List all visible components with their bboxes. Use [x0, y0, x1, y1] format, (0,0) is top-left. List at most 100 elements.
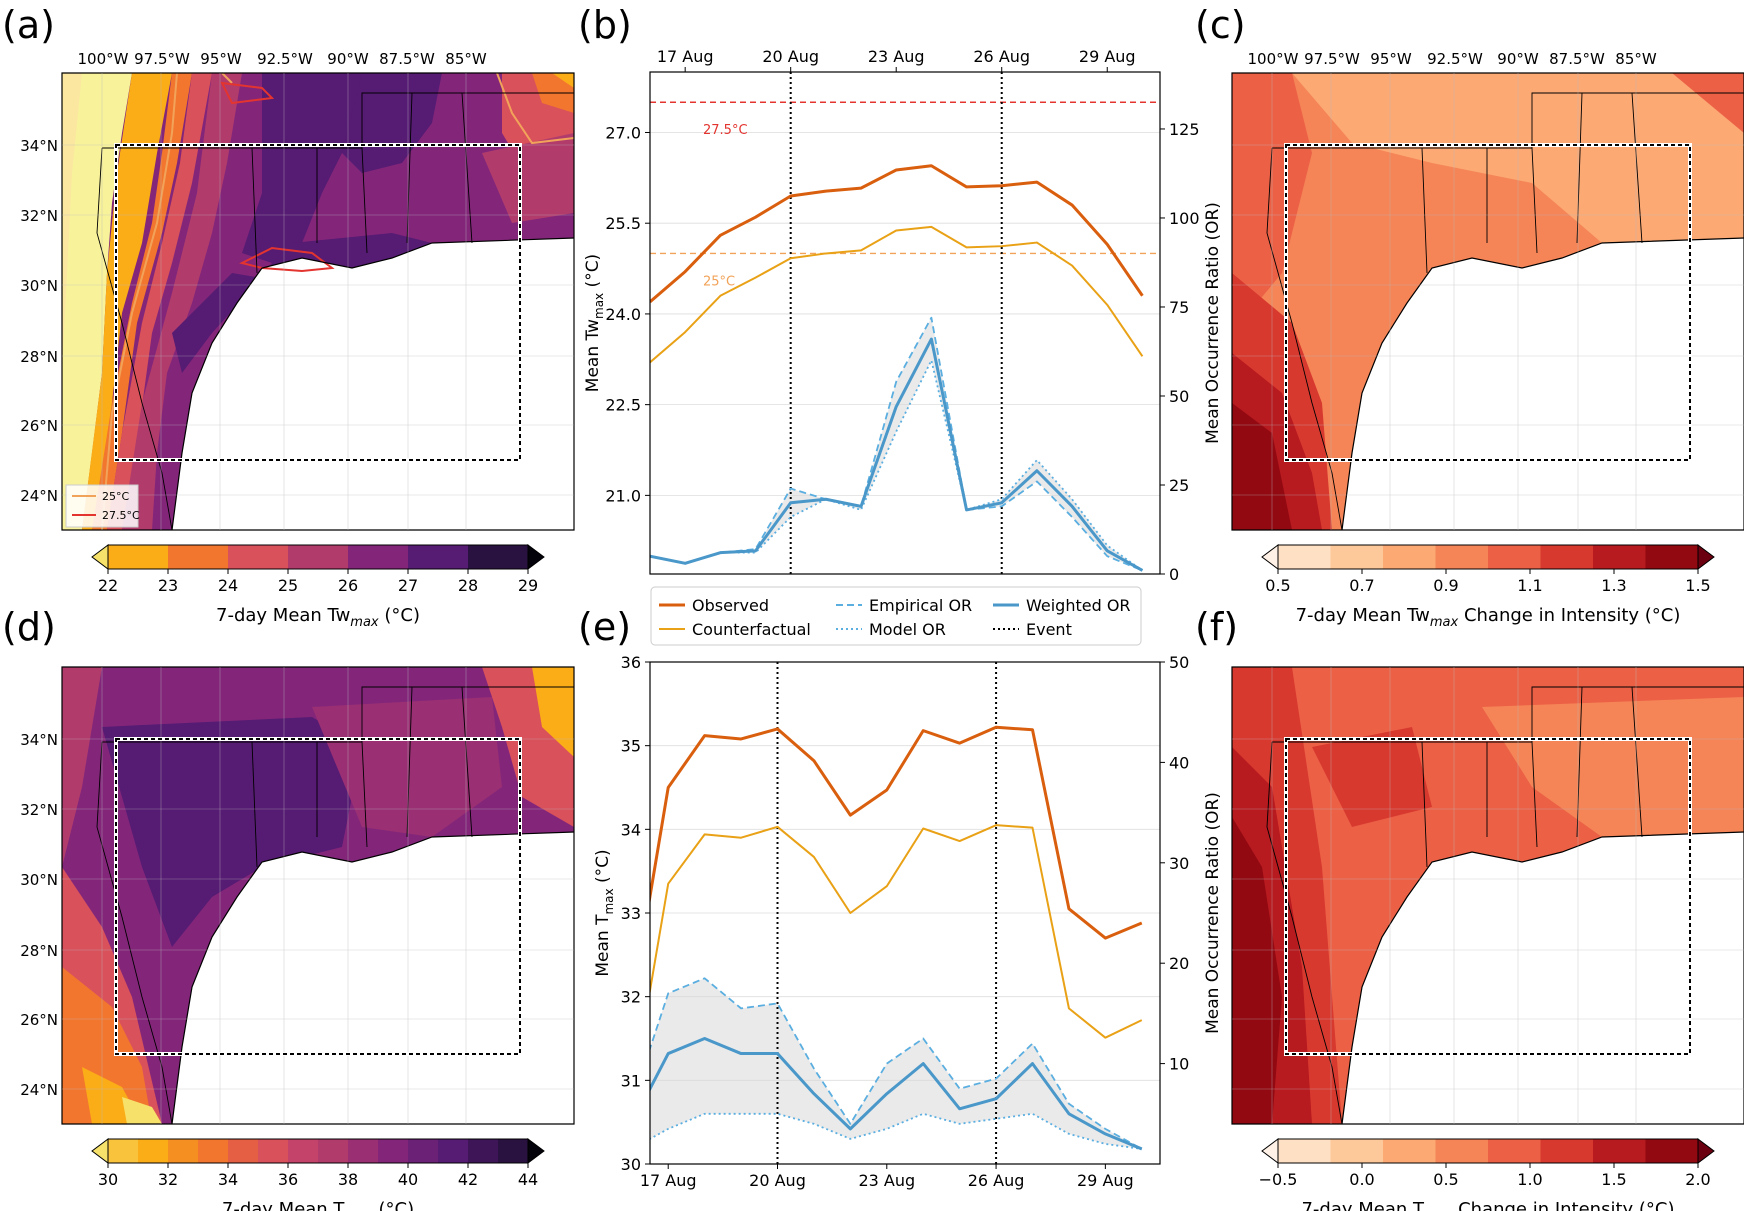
y2-tick-label: 25 — [1169, 476, 1189, 495]
legend-model: Model OR — [869, 620, 946, 639]
lon-tick: 90°W — [327, 50, 369, 68]
colorbar-segment — [228, 545, 289, 569]
y2-tick-label: 75 — [1169, 298, 1189, 317]
lon-tick: 97.5°W — [1304, 50, 1360, 68]
lon-tick: 97.5°W — [134, 50, 190, 68]
colorbar-tick-label: 32 — [158, 1170, 178, 1189]
y-tick-label: 24.0 — [605, 305, 641, 324]
colorbar-a: 22 23 24 25 26 27 28 29 7-day Mean Twmax (°C) — [91, 544, 545, 630]
or-uncertainty-band — [650, 978, 1142, 1149]
colorbar-segment — [1330, 1139, 1384, 1163]
lon-tick: 95°W — [200, 50, 242, 68]
colorbar-segment — [1488, 1139, 1541, 1163]
colorbar-segment — [288, 545, 349, 569]
colorbar-tick-label: 30 — [98, 1170, 118, 1189]
lon-tick: 100°W — [78, 50, 129, 68]
colorbar-d: 30 32 34 36 38 40 42 44 7-day Mean Tmax (°C) — [91, 1138, 545, 1211]
colorbar-segment — [1435, 545, 1489, 569]
lon-tick: 100°W — [1248, 50, 1299, 68]
series-weighted-or — [650, 337, 1144, 572]
colorbar-segment — [438, 1139, 469, 1163]
lon-tick: 85°W — [1615, 50, 1657, 68]
colorbar-tick-label: 28 — [458, 576, 478, 595]
colorbar-segment — [108, 1139, 139, 1163]
y2-tick-label: 0 — [1169, 565, 1179, 584]
x-tick-label: 26 Aug — [973, 47, 1030, 66]
y-tick-label: 31 — [621, 1071, 641, 1090]
colorbar-tick-label: 24 — [218, 576, 238, 595]
colorbar-segment — [408, 545, 469, 569]
colorbar-segment — [348, 1139, 379, 1163]
colorbar-segment — [1383, 1139, 1436, 1163]
y-tick-label: 32 — [621, 988, 641, 1007]
y2-tick-label: 10 — [1169, 1055, 1189, 1074]
colorbar-segment — [468, 1139, 499, 1163]
panel-label-c: (c) — [1195, 3, 1246, 47]
y-tick-label: 30 — [621, 1155, 641, 1174]
lat-tick: 30°N — [20, 277, 58, 295]
colorbar-tick-label: 1.5 — [1685, 576, 1710, 595]
colorbar-segment — [408, 1139, 439, 1163]
y2-tick-label: 30 — [1169, 854, 1189, 873]
colorbar-segment — [108, 545, 169, 569]
colorbar-tick-label: 23 — [158, 576, 178, 595]
colorbar-segment — [1540, 545, 1594, 569]
line-legend: Observed Counterfactual Empirical OR Mod… — [650, 586, 1142, 646]
lat-tick: 30°N — [20, 871, 58, 889]
threshold-label: 27.5°C — [703, 123, 748, 138]
y-tick-label: 36 — [621, 653, 641, 672]
colorbar-frame — [107, 544, 529, 570]
lat-tick: 26°N — [20, 417, 58, 435]
y-tick-label: 27.0 — [605, 123, 641, 142]
colorbar-c: 0.5 0.7 0.9 1.1 1.3 1.57-day Mean Twmax Chang… — [1261, 544, 1715, 630]
colorbar-extend-left — [1261, 1138, 1279, 1164]
colorbar-tick-label: 38 — [338, 1170, 358, 1189]
colorbar-tick-label: 42 — [458, 1170, 478, 1189]
colorbar-tick-label: 0.9 — [1433, 576, 1458, 595]
colorbar-tick-label: −0.5 — [1259, 1170, 1298, 1189]
map-panel-f — [1231, 666, 1744, 1125]
y2-axis-label: Mean Occurrence Ratio (OR) — [1203, 792, 1223, 1034]
y-tick-label: 21.0 — [605, 486, 641, 505]
colorbar-extend-right — [527, 544, 545, 570]
colorbar-segment — [1645, 1139, 1699, 1163]
colorbar-segment — [1278, 545, 1331, 569]
colorbar-segment — [258, 1139, 289, 1163]
colorbar-segment — [1278, 1139, 1331, 1163]
colorbar-tick-label: 25 — [278, 576, 298, 595]
colorbar-extend-right — [1697, 544, 1715, 570]
chart-panel-e: 30 31 32 33 34 35 36 10 20 30 40 50 17 Aug 20 Aug 23 A… — [593, 653, 1223, 1190]
colorbar-label: 7-day Mean Tmax (°C) — [222, 1199, 414, 1211]
x-tick-label: 23 Aug — [858, 1171, 915, 1190]
x-tick-label: 20 Aug — [762, 47, 819, 66]
legend-25c: 25°C — [102, 490, 129, 503]
colorbar-extend-left — [1261, 544, 1279, 570]
y2-axis-label: Mean Occurrence Ratio (OR) — [1203, 202, 1223, 444]
map-panel-c — [1231, 72, 1744, 531]
colorbar-tick-label: 34 — [218, 1170, 238, 1189]
panel-label-f: (f) — [1195, 605, 1238, 649]
y-tick-label: 22.5 — [605, 396, 641, 415]
lat-tick: 24°N — [20, 487, 58, 505]
lat-ticks-d: 34°N 32°N 30°N 28°N 26°N 24°N — [20, 731, 58, 1099]
colorbar-segment — [498, 1139, 529, 1163]
panel-label-a: (a) — [2, 3, 55, 47]
colorbar-extend-left — [91, 1138, 109, 1164]
x-tick-label: 17 Aug — [640, 1171, 697, 1190]
colorbar-tick-label: 0.5 — [1433, 1170, 1458, 1189]
lat-tick: 24°N — [20, 1081, 58, 1099]
contour-legend — [65, 484, 139, 528]
colorbar-segment — [168, 1139, 199, 1163]
y2-tick-label: 20 — [1169, 954, 1189, 973]
lat-tick: 32°N — [20, 801, 58, 819]
panel-label-e: (e) — [578, 605, 631, 649]
legend-empirical: Empirical OR — [869, 596, 972, 615]
colorbar-frame — [1277, 1138, 1699, 1164]
lon-tick: 90°W — [1497, 50, 1539, 68]
colorbar-segment — [138, 1139, 169, 1163]
colorbar-tick-label: 1.3 — [1601, 576, 1626, 595]
colorbar-segment — [348, 545, 409, 569]
y-axis-label: Mean Twmax (°C) — [583, 254, 606, 392]
colorbar-label: 7-day Mean Tmax Change in Intensity (°C) — [1301, 1199, 1674, 1211]
y2-tick-label: 100 — [1169, 209, 1200, 228]
